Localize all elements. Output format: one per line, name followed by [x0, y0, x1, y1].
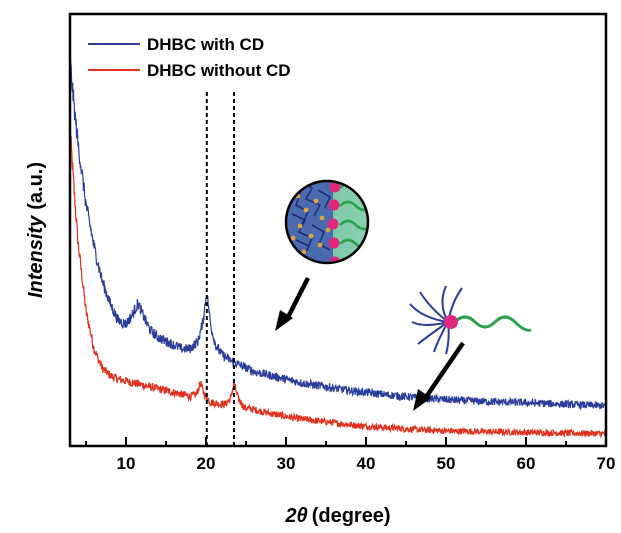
x-axis-title: 2θ (degree): [284, 505, 390, 527]
x-axis-ticks: [85, 437, 607, 446]
reference-lines: [205, 92, 235, 446]
arrow-to-blue-curve: [283, 276, 311, 323]
x-axis-symbol: 2θ: [284, 505, 307, 527]
x-tick-label: 10: [117, 454, 136, 473]
series-line-dhbc-with-cd: [70, 58, 606, 411]
arrow-head-blue: [275, 310, 293, 331]
series-layer: [70, 58, 606, 439]
x-axis-unit: (degree): [312, 505, 391, 527]
x-tick-label: 40: [357, 454, 376, 473]
arrow-head-red: [413, 389, 431, 411]
micelle-inset-illustration: [284, 179, 370, 265]
polymer-chain-illustration: [409, 285, 532, 355]
legend: DHBC with CD DHBC without CD: [88, 35, 291, 80]
annotation-arrows: [283, 276, 465, 402]
x-tick-label: 50: [437, 454, 456, 473]
plot-frame: [68, 12, 608, 448]
y-axis-italic: Intensity: [25, 215, 47, 298]
x-tick-label: 70: [597, 454, 616, 473]
y-axis-unit: (a.u.): [25, 162, 47, 210]
series-line-dhbc-without-cd: [70, 125, 606, 439]
legend-label: DHBC without CD: [147, 61, 291, 80]
x-tick-label: 60: [517, 454, 536, 473]
x-axis-tick-labels: 10 20 30 40 50 60 70: [117, 454, 616, 473]
arrow-to-red-curve: [422, 341, 465, 402]
legend-label: DHBC with CD: [147, 35, 264, 54]
x-tick-label: 30: [277, 454, 296, 473]
x-tick-label: 20: [197, 454, 216, 473]
inset-circle-border: [284, 179, 370, 265]
y-axis-title: Intensity (a.u.): [25, 162, 47, 298]
